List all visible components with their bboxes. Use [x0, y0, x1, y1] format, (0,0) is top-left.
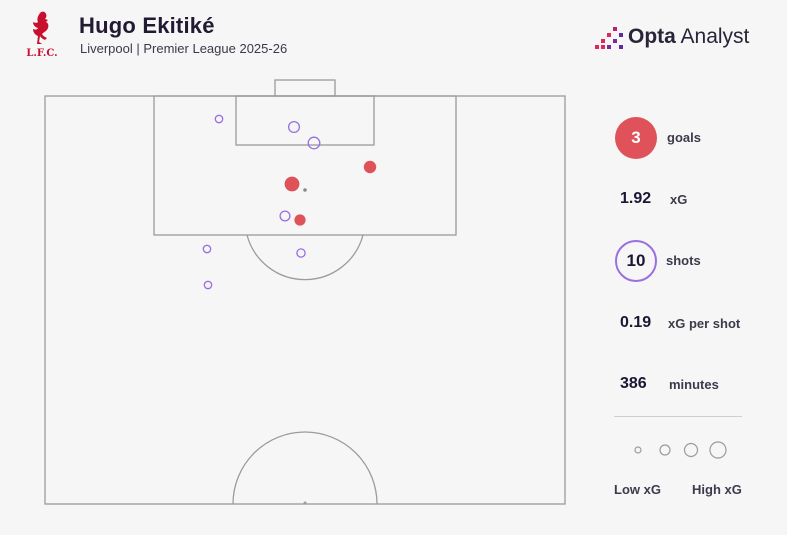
shots-value: 10	[615, 240, 657, 282]
goal-frame	[274, 79, 336, 97]
centre-circle	[232, 431, 378, 505]
centre-spot	[303, 501, 307, 505]
shot-9	[296, 248, 306, 258]
xg-label: xG	[670, 192, 688, 207]
legend-high-xg: High xG	[692, 482, 742, 497]
stats-divider	[614, 416, 742, 417]
legend-circle-m	[683, 442, 699, 458]
minutes-value: 386	[620, 375, 647, 392]
shot-2	[307, 136, 321, 150]
shot-6	[279, 210, 291, 222]
shot-goal-7	[294, 214, 306, 226]
player-name: Hugo Ekitiké	[79, 13, 215, 38]
xg-value: 1.92	[620, 190, 652, 207]
penalty-arc	[246, 234, 364, 281]
goals-value: 3	[615, 117, 657, 159]
legend-circle-s	[659, 444, 671, 456]
shot-10	[203, 280, 213, 290]
liverpool-crest-icon: L.F.C.	[26, 11, 58, 59]
six-yard-box	[235, 95, 375, 146]
legend-circle-l	[709, 441, 727, 459]
legend-circle-xs	[634, 446, 642, 454]
header: L.F.C. Hugo Ekitiké Liverpool | Premier …	[0, 0, 787, 70]
shots-layer	[202, 114, 377, 290]
goals-label: goals	[667, 130, 701, 145]
brand-primary: Opta	[628, 25, 676, 48]
shot-8	[202, 244, 212, 254]
shot-goal-3	[363, 160, 377, 174]
shot-0	[214, 114, 224, 124]
legend-low-xg: Low xG	[614, 482, 661, 497]
shot-goal-4	[284, 176, 300, 192]
shots-label: shots	[666, 253, 701, 268]
shot-1	[287, 120, 301, 134]
brand-secondary: Analyst	[680, 25, 750, 48]
xg-size-legend	[634, 441, 727, 459]
penalty-area	[153, 95, 457, 236]
minutes-label: minutes	[669, 377, 719, 392]
pitch-lines	[44, 79, 566, 505]
crest-lettering: L.F.C.	[26, 48, 57, 59]
opta-dots-icon	[595, 27, 623, 49]
xg-per-shot-label: xG per shot	[668, 316, 741, 331]
xg-per-shot-value: 0.19	[620, 314, 652, 331]
pitch-outline	[44, 95, 566, 505]
subtitle: Liverpool | Premier League 2025-26	[80, 41, 288, 56]
shot-5	[303, 188, 307, 192]
